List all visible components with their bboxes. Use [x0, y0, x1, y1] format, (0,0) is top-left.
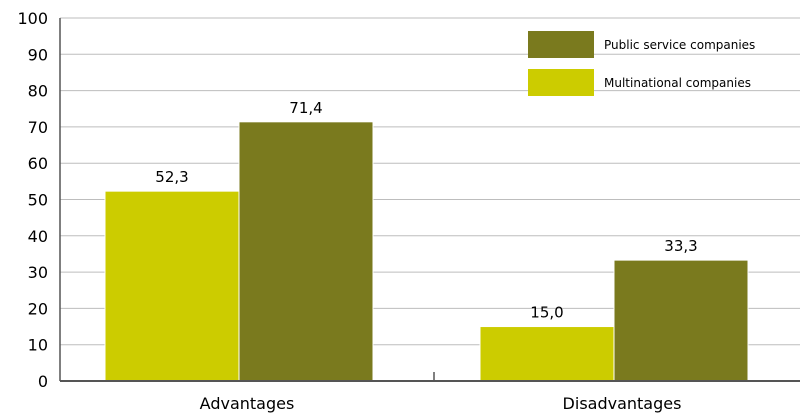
bar-disadvantages-public-service-companies	[613, 259, 749, 382]
y-tick-label-80: 80	[28, 82, 48, 101]
x-axis-labels: Advantages Disadvantages	[200, 394, 682, 413]
bar-disadvantages-multinational-companies	[479, 326, 615, 382]
legend-label-public-service: Public service companies	[604, 38, 755, 52]
legend: Public service companies Multinational c…	[528, 31, 755, 96]
value-labels: 52,3 71,4 15,0 33,3	[155, 99, 697, 322]
y-tick-label-50: 50	[28, 191, 48, 210]
y-tick-label-70: 70	[28, 118, 48, 137]
y-tick-label-100: 100	[17, 9, 48, 28]
x-tick-label-advantages: Advantages	[200, 394, 295, 413]
value-label-disadvantages-public-service-companies: 33,3	[664, 237, 697, 255]
y-tick-label-30: 30	[28, 263, 48, 282]
bar-advantages-public-service-companies	[238, 121, 374, 382]
legend-swatch-public-service	[528, 31, 594, 58]
value-label-disadvantages-multinational-companies: 15,0	[530, 304, 563, 322]
legend-swatch-multinational	[528, 69, 594, 96]
y-tick-label-10: 10	[28, 336, 48, 355]
axes	[59, 18, 800, 382]
bars	[104, 121, 749, 382]
y-axis-ticks: 0 10 20 30 40 50 60 70 80 90 100	[17, 9, 48, 391]
y-tick-label-0: 0	[38, 372, 48, 391]
y-tick-label-90: 90	[28, 45, 48, 64]
bar-advantages-multinational-companies	[104, 190, 240, 382]
legend-label-multinational: Multinational companies	[604, 76, 751, 90]
value-label-advantages-multinational-companies: 52,3	[155, 168, 188, 186]
y-tick-label-20: 20	[28, 299, 48, 318]
value-label-advantages-public-service-companies: 71,4	[289, 99, 322, 117]
y-tick-label-40: 40	[28, 227, 48, 246]
y-tick-label-60: 60	[28, 154, 48, 173]
x-tick-label-disadvantages: Disadvantages	[563, 394, 682, 413]
